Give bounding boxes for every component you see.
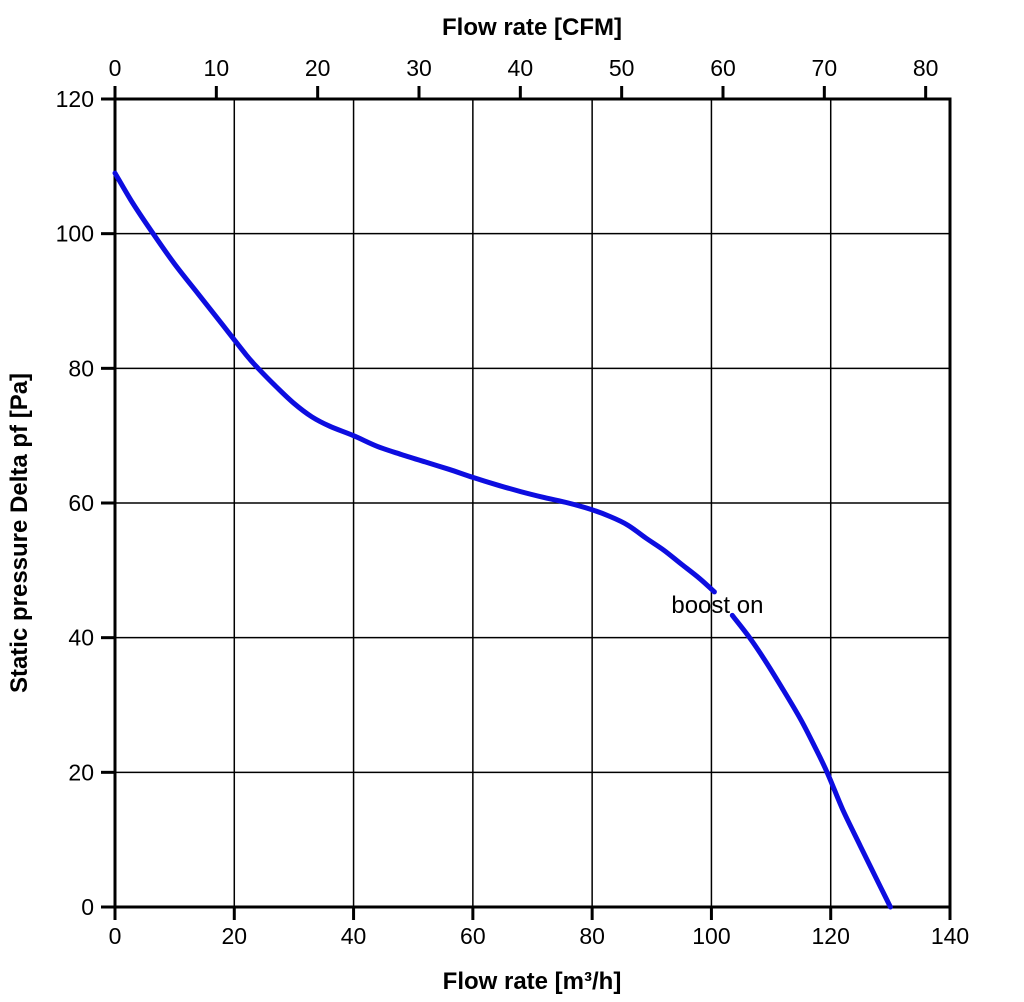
bottom-axis-tick-label: 80 <box>579 923 605 949</box>
left-axis-tick-label: 40 <box>68 625 94 651</box>
left-axis-tick-label: 80 <box>68 355 94 381</box>
bottom-axis-tick-label: 60 <box>460 923 486 949</box>
gridlines <box>115 99 950 907</box>
bottom-axis-tick-label: 40 <box>341 923 367 949</box>
boost-on-annotation: boost on <box>671 592 763 619</box>
top-axis-title: Flow rate [CFM] <box>442 14 622 41</box>
top-axis-tick-label: 50 <box>609 55 635 81</box>
left-axis-tick-label: 0 <box>81 894 94 920</box>
axis-tick-labels: 0 20 40 60 80 100 120 140 0 10 20 30 40 50 60 70 80 0 20 40… <box>56 55 970 949</box>
top-axis-tick-label: 20 <box>305 55 331 81</box>
y-axis-title: Static pressure Delta pf [Pa] <box>6 373 33 693</box>
top-axis-tick-label: 40 <box>508 55 534 81</box>
fan-curve <box>112 170 893 910</box>
top-axis-tick-label: 70 <box>812 55 838 81</box>
bottom-axis-tick-label: 0 <box>109 923 122 949</box>
bottom-axis-title: Flow rate [m³/h] <box>443 968 622 995</box>
left-axis-tick-label: 120 <box>56 86 94 112</box>
fan-curve-segment <box>729 612 893 910</box>
top-axis-tick-label: 80 <box>913 55 939 81</box>
bottom-axis-tick-label: 140 <box>931 923 969 949</box>
bottom-axis-tick-label: 100 <box>692 923 730 949</box>
bottom-axis-tick-label: 120 <box>812 923 850 949</box>
top-axis-tick-label: 30 <box>406 55 432 81</box>
top-axis-tick-label: 10 <box>204 55 230 81</box>
left-axis-tick-label: 100 <box>56 221 94 247</box>
bottom-axis-tick-label: 20 <box>221 923 247 949</box>
fan-curve-segment <box>112 170 717 595</box>
top-axis-tick-label: 0 <box>109 55 122 81</box>
left-axis-tick-label: 60 <box>68 490 94 516</box>
top-axis-tick-label: 60 <box>710 55 736 81</box>
left-axis-tick-label: 20 <box>68 759 94 785</box>
axis-ticks <box>101 86 952 920</box>
